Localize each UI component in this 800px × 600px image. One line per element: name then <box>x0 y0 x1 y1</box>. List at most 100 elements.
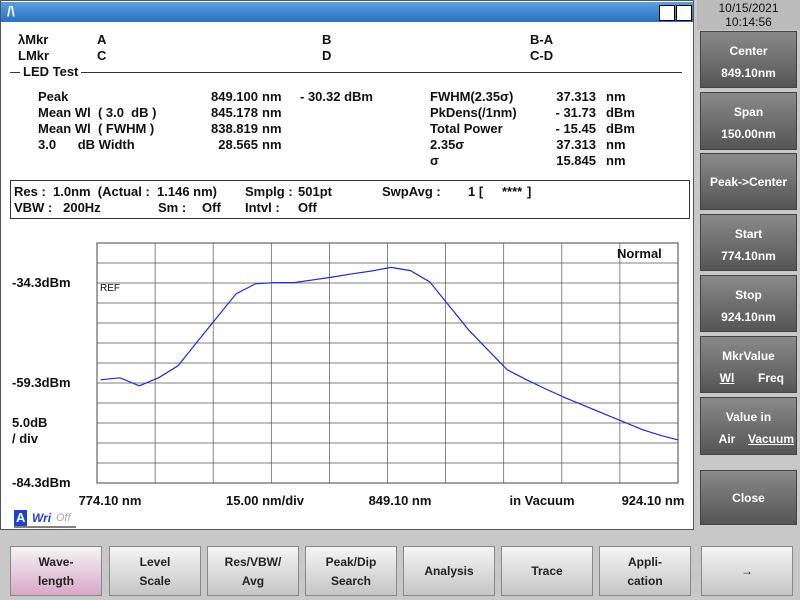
result-label: FWHM(2.35σ) <box>430 89 514 104</box>
softkey-label: Peak->Center <box>709 174 788 189</box>
marker-label: D <box>322 48 332 63</box>
result-unit: nm <box>606 89 626 104</box>
result-unit: dBm <box>606 121 635 136</box>
softkey-option: Wl <box>719 371 735 385</box>
marker-label: C <box>97 48 107 63</box>
clock: 10/15/2021 10:14:56 <box>697 0 800 30</box>
button-label: Level <box>139 555 171 569</box>
function-button[interactable]: Wave-length <box>10 546 102 596</box>
button-label: Trace <box>531 564 563 578</box>
setting: Sm : <box>158 200 187 215</box>
softkey-option: Air <box>718 432 736 446</box>
result-unit: nm <box>262 105 282 120</box>
x-axis-label: in Vacuum <box>509 493 575 508</box>
result-value: 37.313 <box>556 137 596 152</box>
marker-label: B <box>322 32 332 47</box>
function-button[interactable]: Res/VBW/Avg <box>207 546 299 596</box>
button-label: Analysis <box>424 564 474 578</box>
minimize-button[interactable] <box>659 5 675 21</box>
setting: VBW : 200Hz <box>14 200 101 215</box>
result-unit: nm <box>262 137 282 152</box>
setting: 1 [ <box>468 184 484 199</box>
softkey[interactable]: Stop 924.10nm <box>700 275 797 332</box>
setting: Off <box>298 200 317 215</box>
softkey-value: 150.00nm <box>721 127 776 141</box>
softkey[interactable]: Start 774.10nm <box>700 214 797 271</box>
softkey-option: Freq <box>757 371 784 385</box>
y-axis-label: -59.3dBm <box>12 375 71 390</box>
setting: Smplg : <box>245 184 293 199</box>
spectrum-trace <box>100 266 678 441</box>
y-axis-label: -34.3dBm <box>12 275 71 290</box>
setting: 501pt <box>298 184 332 199</box>
trace-id: A <box>14 510 28 526</box>
result-label: Peak <box>38 89 69 104</box>
function-button[interactable]: Level Scale <box>109 546 201 596</box>
marker-label: C-D <box>530 48 554 63</box>
marker-label: λMkr <box>18 32 49 47</box>
result-label: Total Power <box>430 121 503 136</box>
setting: ] <box>527 184 532 199</box>
function-button[interactable]: Trace <box>501 546 593 596</box>
time: 10:14:56 <box>725 15 772 29</box>
section-line <box>10 72 682 73</box>
softkey-value: 924.10nm <box>721 310 776 324</box>
softkey-label: Start <box>734 227 763 241</box>
setting: Res : 1.0nm (Actual : 1.146 nm) <box>14 184 218 199</box>
display-mode: Normal <box>617 246 662 261</box>
x-axis-label: 15.00 nm/div <box>225 493 305 508</box>
result-label: 2.35σ <box>430 137 465 152</box>
softkey[interactable]: Peak->Center <box>700 153 797 210</box>
setting: Intvl : <box>245 200 280 215</box>
result-unit: nm <box>606 137 626 152</box>
x-axis-label: 774.10 nm <box>78 493 142 508</box>
button-label: Search <box>330 574 372 588</box>
result-extra: - 30.32 dBm <box>300 89 373 104</box>
ref-label: REF <box>100 283 120 294</box>
button-label: Peak/Dip <box>325 555 377 569</box>
softkey-label: Span <box>733 105 764 119</box>
result-value: 15.845 <box>556 153 596 168</box>
x-axis-label: 849.10 nm <box>368 493 432 508</box>
softkey-option: Vacuum <box>747 432 795 446</box>
softkey[interactable]: MkrValue Wl Freq <box>700 336 797 393</box>
result-label: Mean Wl ( 3.0 dB ) <box>38 105 157 120</box>
button-label: Scale <box>139 574 171 588</box>
button-label: cation <box>627 574 663 588</box>
y-axis-label: 5.0dB <box>12 415 48 430</box>
marker-label: B-A <box>530 32 554 47</box>
maximize-button[interactable] <box>676 5 692 21</box>
softkey-label: Stop <box>735 288 762 302</box>
result-value: 37.313 <box>556 89 596 104</box>
button-label: Avg <box>241 574 265 588</box>
softkey[interactable]: Span 150.00nm <box>700 92 797 150</box>
logo: /\ <box>7 3 15 19</box>
title-bar: /\ <box>1 2 693 22</box>
trace-mode: Wri <box>32 511 52 525</box>
softkey[interactable]: Value in Air Vacuum <box>700 397 797 455</box>
marker-label: A <box>97 32 107 47</box>
result-label: 3.0 dB Width <box>38 137 135 152</box>
softkey-label: Close <box>732 490 765 505</box>
trace-state: Off <box>56 512 71 524</box>
softkey[interactable]: Close <box>700 470 797 525</box>
result-value: - 31.73 <box>555 105 596 120</box>
result-value: 28.565 <box>218 137 258 152</box>
result-unit: nm <box>606 153 626 168</box>
result-unit: nm <box>262 121 282 136</box>
softkey[interactable]: Center 849.10nm <box>700 31 797 88</box>
button-label: length <box>38 574 74 588</box>
result-label: σ <box>430 153 439 168</box>
result-value: 838.819 <box>211 121 258 136</box>
setting: SwpAvg : <box>382 184 441 199</box>
window <box>0 0 694 530</box>
function-button[interactable]: → <box>701 546 793 596</box>
function-button[interactable]: Analysis <box>403 546 495 596</box>
function-button[interactable]: Appli-cation <box>599 546 691 596</box>
result-value: 849.100 <box>211 89 258 104</box>
function-button[interactable]: Peak/Dip Search <box>305 546 397 596</box>
softkey-value: 849.10nm <box>721 66 776 80</box>
y-axis-label: -84.3dBm <box>12 475 71 490</box>
